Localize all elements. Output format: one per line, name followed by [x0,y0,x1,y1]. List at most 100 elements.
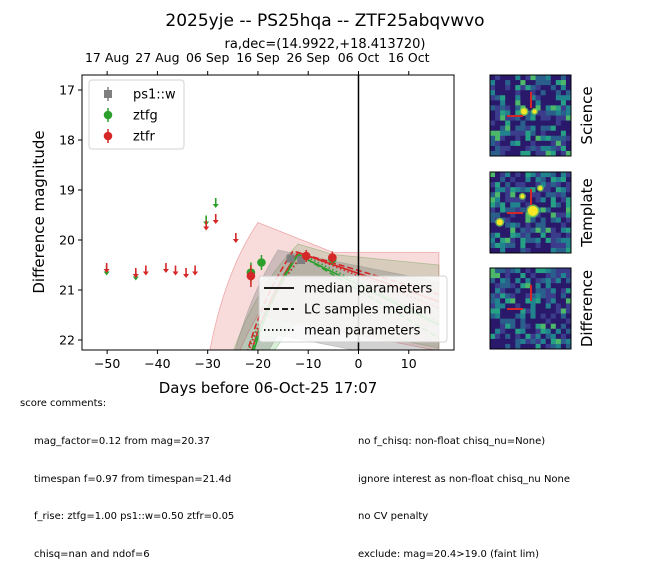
stamp-pixel [495,110,501,116]
stamp-pixel [545,182,552,188]
stamp-pixel [500,232,506,239]
stamp-pixel [520,177,526,183]
stamp-pixel [490,212,496,218]
stamp-pixel [565,242,572,249]
stamp-pixel [560,115,567,121]
stamp-pixel [560,145,567,152]
stamp-pixel [540,110,546,116]
stamp-pixel [540,90,546,96]
stamp-pixel [550,212,557,218]
stamp-pixel [510,232,516,239]
stamp-pixel [525,192,531,198]
stamp-pixel [495,308,501,314]
detection-point [297,256,306,264]
stamp-pixel [495,288,501,294]
stamp-pixel [495,293,501,299]
upper-limit-arrow [132,276,139,281]
stamp-pixel [500,308,506,314]
stamp-pixel [490,177,496,183]
stamp-pixel [495,130,501,137]
stamp-pixel [515,172,521,178]
stamp-pixel [560,298,567,304]
stamp-pixel [550,85,557,91]
stamp-pixel [535,283,541,289]
stamp-pixel [500,283,506,289]
stamp-pixel [495,182,501,188]
upper-limit-arrow [172,271,179,276]
stamp-pixel [515,115,521,121]
stamp-pixel [560,75,567,81]
stamp-pixel [540,212,546,218]
stamp-pixel [565,140,572,147]
stamp-pixel [550,105,557,111]
stamp-pixel [500,150,506,157]
stamp-pixel [520,115,526,121]
stamp-pixel [525,187,531,193]
stamp-pixel [535,268,541,274]
stamp-pixel [555,278,562,284]
stamp-source [527,205,538,216]
stamp-pixel [545,232,552,239]
stamp-pixel [515,120,521,126]
stamp-pixel [490,338,496,345]
stamp-pixel [490,202,496,208]
stamp-pixel [510,313,516,319]
stamp-pixel [550,110,557,116]
upper-limit-arrow [212,220,219,224]
stamp-label: Template [578,178,596,247]
stamp-pixel [490,242,496,249]
legend-label: ztfr [133,130,155,145]
stamp-pixel [505,125,511,131]
stamp-pixel [525,145,531,152]
stamp-pixel [540,85,546,91]
stamp-pixel [495,90,501,96]
stamp-pixel [530,273,536,279]
stamp-pixel [500,207,506,213]
stamp-frame [489,74,572,157]
stamp-pixel [500,298,506,304]
stamp-pixel [500,202,506,208]
stamp-pixel [510,100,516,106]
stamp-pixel [505,90,511,96]
stamp-pixel [545,110,552,116]
stamp-pixel [530,268,536,274]
stamp-pixel [565,298,572,304]
stamp-pixel [505,283,511,289]
stamp-pixel [520,308,526,314]
stamp-pixel [540,95,546,101]
stamp-pixel [495,100,501,106]
stamp-pixel [540,318,546,324]
comment-line: no f_chisq: non-float chisq_nu=None) [358,436,546,447]
stamp-pixel [565,187,572,193]
stamp-pixel [515,80,521,86]
stamp-pixel [555,100,562,106]
upper-limit-arrow [142,271,149,276]
stamp-pixel [505,85,511,91]
stamp-pixel [525,182,531,188]
stamp-pixel [565,80,572,86]
stamp-pixel [545,197,552,203]
stamp-pixel [520,130,526,137]
stamp-pixel [515,177,521,183]
stamp-pixel [515,343,521,350]
stamp-pixel [540,333,546,340]
stamp-pixel [500,125,506,131]
stamp-pixel [565,105,572,111]
stamp-pixel [550,145,557,152]
stamp-pixel [565,135,572,142]
stamp-pixel [500,85,506,91]
stamp-pixel [510,273,516,279]
stamp-pixel [545,115,552,121]
stamp-pixel [530,343,536,350]
stamp-pixel [495,80,501,86]
stamp-pixel [520,232,526,239]
stamp-pixel [565,100,572,106]
stamp-pixel [555,202,562,208]
stamp-pixel [555,207,562,213]
stamp-pixel [535,197,541,203]
upper-limit-arrow [103,269,110,273]
stamp-pixel [555,268,562,274]
stamp-source [521,108,528,115]
stamp-pixel [510,80,516,86]
stamp-pixel [555,222,562,228]
